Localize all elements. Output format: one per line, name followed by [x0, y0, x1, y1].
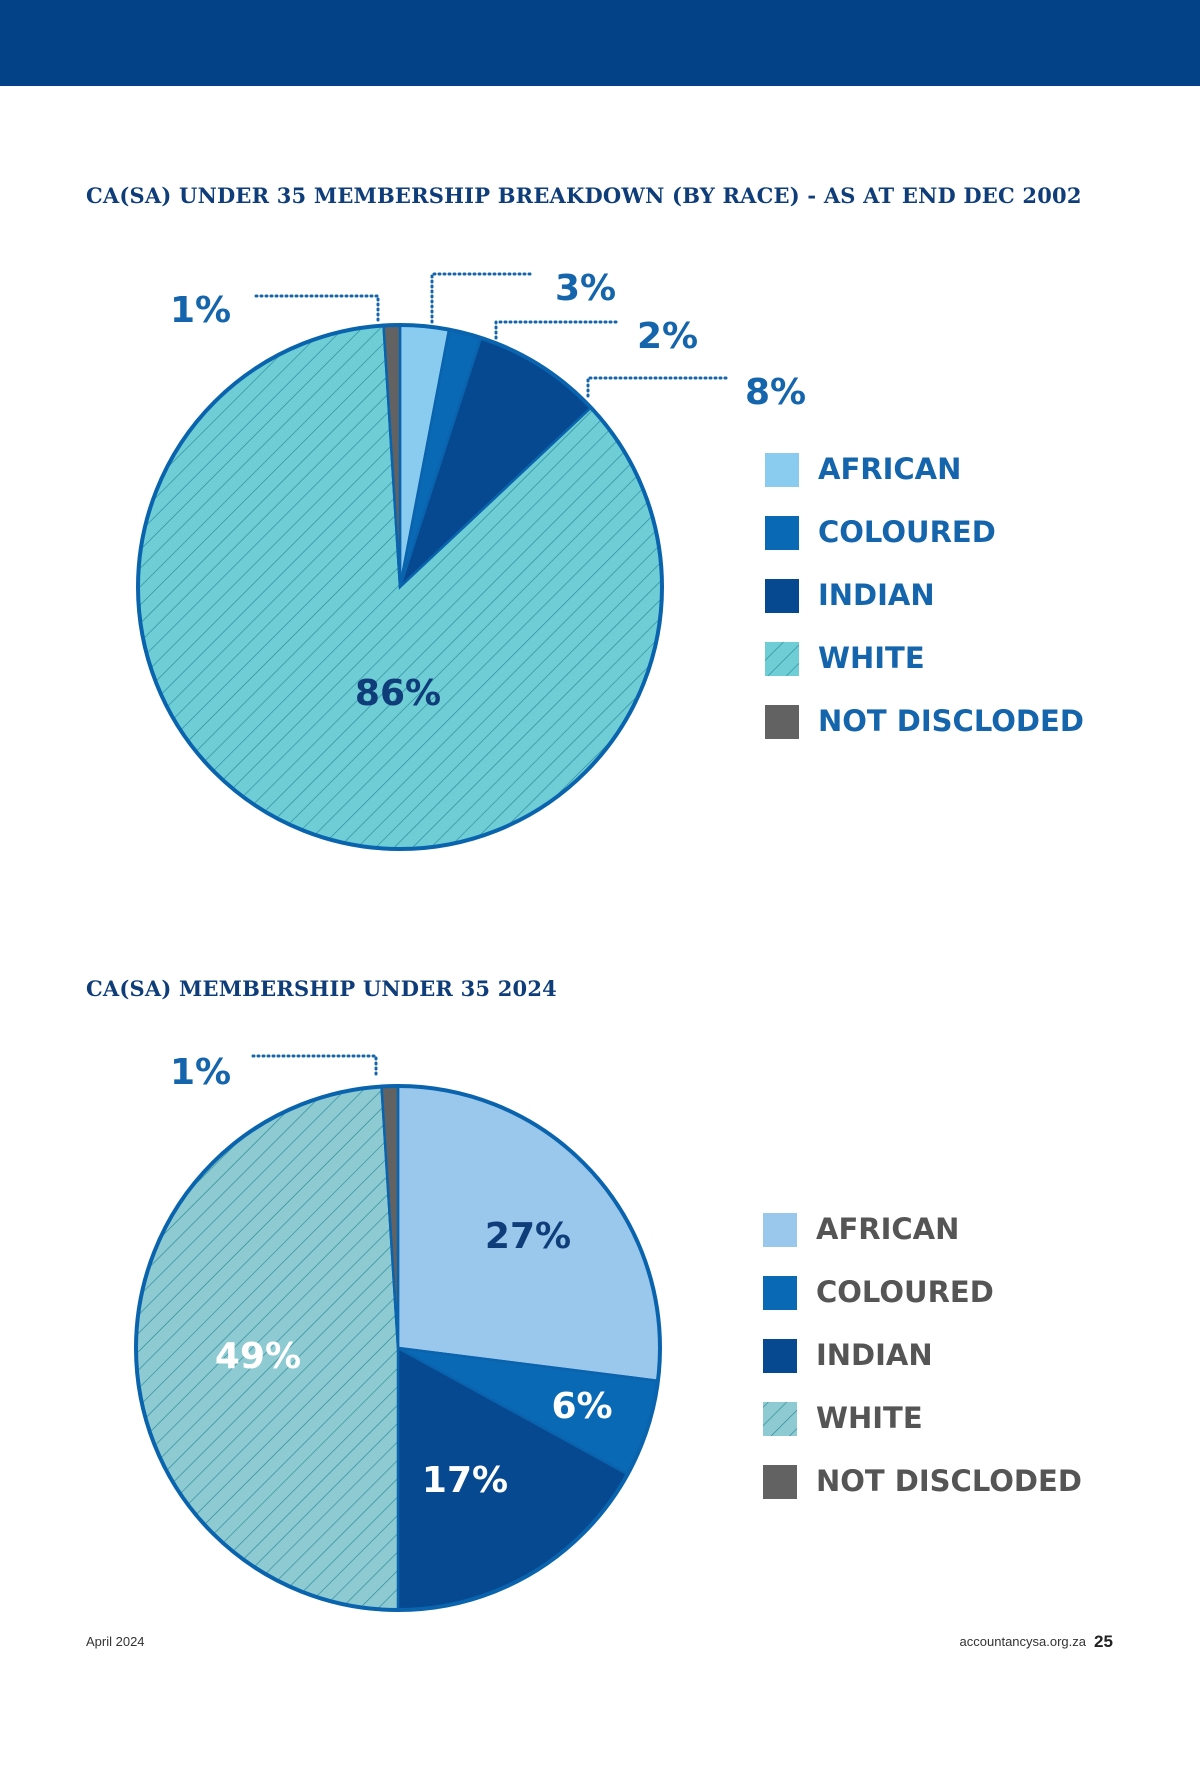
pie-chart-2024: 27% 6% 17% 49% 1% AFRICAN COLOURED INDIAN WHITE N…	[134, 1052, 1082, 1612]
legend-label: COLOURED	[818, 515, 996, 549]
slice-label-african: 27%	[485, 1216, 571, 1257]
top-banner	[0, 0, 1200, 86]
leader-line	[430, 272, 534, 324]
pie-chart-2002: 3% 2% 8% 86% 1% AFRICAN COLOURED INDIAN WHITE NOT…	[136, 268, 1084, 851]
legend-label: COLOURED	[816, 1275, 994, 1309]
legend-swatch	[765, 453, 799, 487]
legend-label: WHITE	[818, 641, 925, 675]
page-number: 25	[1094, 1632, 1113, 1651]
legend-swatch	[763, 1402, 797, 1436]
legend-label: NOT DISCLODED	[818, 704, 1084, 738]
legend-swatch	[763, 1213, 797, 1247]
legend-label: WHITE	[816, 1401, 923, 1435]
legend-swatch	[765, 642, 799, 676]
legend-swatch	[765, 579, 799, 613]
footer-date: April 2024	[86, 1634, 145, 1649]
slice-label-white: 86%	[355, 673, 441, 714]
legend-label: INDIAN	[816, 1338, 933, 1372]
legend-swatch	[763, 1339, 797, 1373]
legend-label: INDIAN	[818, 578, 935, 612]
slice-label-indian: 17%	[422, 1460, 508, 1501]
chart-title-2002: CA(SA) UNDER 35 MEMBERSHIP BREAKDOWN (BY…	[86, 183, 1082, 208]
leader-line	[250, 1054, 378, 1076]
slice-label-not-discloded: 1%	[170, 290, 231, 331]
leader-line	[250, 294, 380, 322]
slice-label-coloured: 6%	[551, 1386, 612, 1427]
slice-label-african: 3%	[555, 268, 616, 309]
legend-swatch	[763, 1465, 797, 1499]
footer-site: accountancysa.org.za	[959, 1634, 1086, 1649]
legend-swatch	[765, 705, 799, 739]
legend-swatch	[763, 1276, 797, 1310]
slice-label-indian: 8%	[745, 372, 806, 413]
legend-label: AFRICAN	[818, 452, 961, 486]
slice-label-not-discloded: 1%	[170, 1052, 231, 1093]
leader-line	[586, 376, 729, 398]
legend-swatch	[765, 516, 799, 550]
pie-outline	[136, 323, 664, 851]
chart-title-2024: CA(SA) MEMBERSHIP UNDER 35 2024	[86, 976, 557, 1001]
leader-line	[494, 320, 618, 340]
legend-label: AFRICAN	[816, 1212, 959, 1246]
slice-label-coloured: 2%	[637, 316, 698, 357]
pie-outline	[134, 1084, 662, 1612]
slice-label-white: 49%	[215, 1336, 301, 1377]
legend-label: NOT DISCLODED	[816, 1464, 1082, 1498]
